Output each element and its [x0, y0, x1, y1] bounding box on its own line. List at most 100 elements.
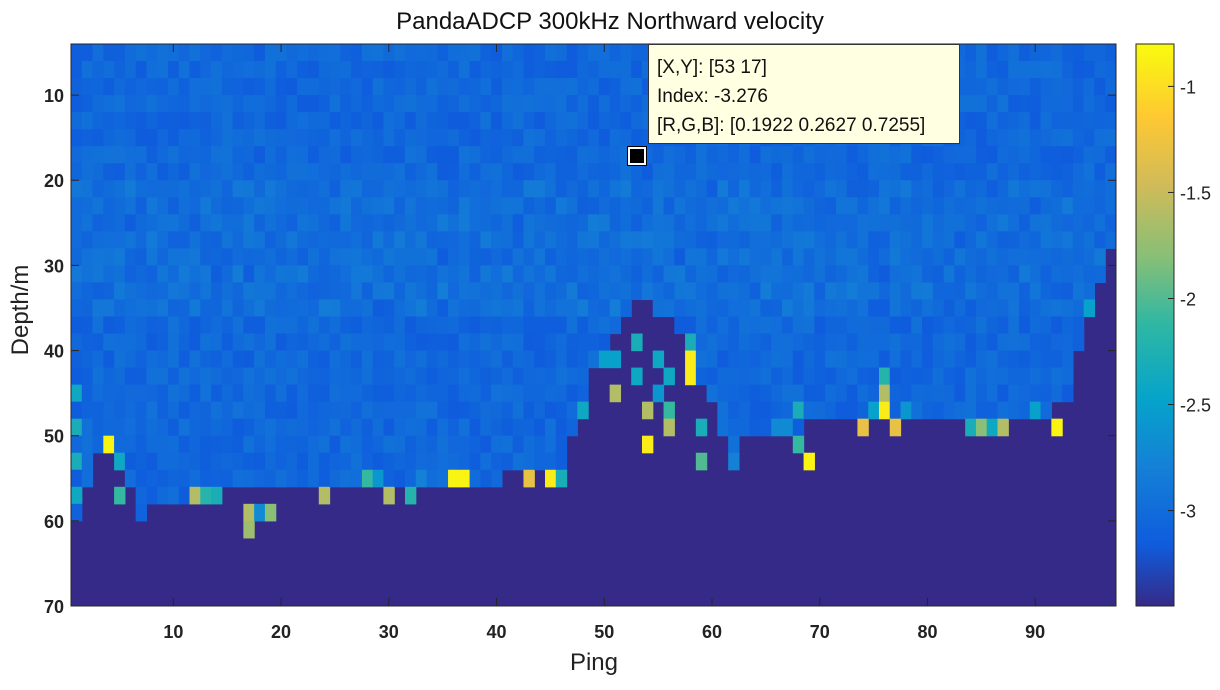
- heatmap-cell: [157, 435, 169, 454]
- heatmap-cell: [965, 129, 977, 147]
- heatmap-cell: [189, 231, 201, 249]
- heatmap-cell: [1019, 197, 1031, 215]
- heatmap-cell: [857, 333, 869, 352]
- heatmap-cell: [738, 350, 751, 369]
- heatmap-cell: [308, 265, 320, 284]
- heatmap-cell: [1105, 231, 1116, 249]
- heatmap-cell: [124, 452, 137, 471]
- heatmap-cell: [178, 469, 191, 488]
- heatmap-cell: [81, 112, 94, 130]
- heatmap-cell: [211, 214, 223, 232]
- heatmap-cell: [803, 316, 815, 335]
- heatmap-cell: [372, 367, 385, 386]
- heatmap-cell: [1040, 129, 1052, 147]
- heatmap-cell: [943, 333, 955, 352]
- heatmap-cell: [1029, 401, 1042, 420]
- heatmap-cell: [609, 44, 622, 62]
- heatmap-cell: [598, 265, 611, 284]
- heatmap-cell: [566, 282, 578, 301]
- heatmap-cell: [685, 265, 697, 284]
- heatmap-cell: [361, 197, 374, 215]
- heatmap-cell: [394, 316, 406, 335]
- heatmap-cell: [846, 401, 859, 420]
- heatmap-cell: [954, 129, 966, 147]
- heatmap-cell: [318, 333, 331, 352]
- heatmap-cell: [135, 231, 148, 249]
- heatmap-cell: [965, 282, 977, 301]
- heatmap-cell: [340, 316, 352, 335]
- heatmap-cell: [986, 146, 999, 164]
- heatmap-cell: [221, 129, 234, 147]
- heatmap-cell: [846, 180, 859, 198]
- heatmap-cell: [501, 180, 514, 198]
- heatmap-cell: [922, 384, 934, 403]
- datatip-box[interactable]: [X,Y]: [53 17] Index: -3.276 [R,G,B]: [0…: [648, 44, 960, 144]
- heatmap-cell: [1094, 112, 1106, 130]
- heatmap-cell: [264, 333, 277, 352]
- datatip-marker[interactable]: [627, 146, 647, 166]
- heatmap-cell: [738, 282, 751, 301]
- heatmap-cell: [71, 435, 83, 454]
- colorbar-tick-label: -1.5: [1180, 183, 1211, 203]
- heatmap-cell: [598, 78, 611, 96]
- heatmap-cell: [232, 350, 244, 369]
- x-tick-label: 60: [702, 622, 722, 642]
- heatmap-cell: [351, 316, 363, 335]
- heatmap-cell: [146, 452, 158, 471]
- heatmap-cell: [146, 350, 158, 369]
- heatmap-cell: [792, 265, 805, 284]
- heatmap-cell: [997, 214, 1009, 232]
- heatmap-cell: [685, 231, 697, 249]
- heatmap-cell: [415, 299, 428, 318]
- heatmap-cell: [555, 214, 568, 232]
- heatmap-cell: [986, 78, 999, 96]
- heatmap-cell: [782, 282, 794, 301]
- heatmap-cell: [878, 333, 891, 352]
- heatmap-cell: [458, 469, 471, 488]
- heatmap-cell: [695, 163, 708, 181]
- heatmap-cell: [243, 95, 255, 113]
- heatmap-cell: [404, 486, 417, 505]
- heatmap-cell: [415, 333, 428, 352]
- heatmap-cell: [211, 129, 223, 147]
- heatmap-cell: [480, 180, 492, 198]
- heatmap-cell: [1040, 95, 1052, 113]
- heatmap-cell: [458, 44, 471, 62]
- heatmap-cell: [588, 333, 600, 352]
- heatmap-cell: [491, 418, 503, 437]
- heatmap-cell: [458, 316, 471, 335]
- heatmap-cell: [1062, 367, 1074, 386]
- heatmap-cell: [932, 180, 945, 198]
- heatmap-cell: [512, 61, 525, 79]
- heatmap-cell: [372, 333, 385, 352]
- heatmap-cell: [448, 231, 460, 249]
- heatmap-cell: [588, 44, 600, 62]
- heatmap-cell: [545, 197, 557, 215]
- heatmap-cell: [954, 61, 966, 79]
- heatmap-cell: [232, 401, 244, 420]
- heatmap-cell: [803, 163, 815, 181]
- heatmap-cell: [81, 180, 94, 198]
- heatmap-cell: [189, 435, 201, 454]
- heatmap-cell: [1029, 367, 1042, 386]
- heatmap-cell: [146, 197, 158, 215]
- heatmap-cell: [868, 248, 880, 266]
- heatmap-cell: [932, 316, 945, 335]
- heatmap-cell: [351, 112, 363, 130]
- heatmap-cell: [480, 248, 492, 266]
- heatmap-cell: [868, 197, 880, 215]
- heatmap-cell: [997, 163, 1009, 181]
- heatmap-cell: [598, 129, 611, 147]
- heatmap-cell: [1062, 384, 1074, 403]
- heatmap-cell: [857, 214, 869, 232]
- heatmap-cell: [114, 418, 126, 437]
- heatmap-cell: [997, 146, 1009, 164]
- heatmap-cell: [792, 367, 805, 386]
- heatmap-cell: [491, 180, 503, 198]
- heatmap-cell: [1029, 231, 1042, 249]
- heatmap-cell: [124, 163, 137, 181]
- heatmap-cell: [383, 129, 395, 147]
- heatmap-cell: [986, 214, 999, 232]
- heatmap-cell: [1062, 129, 1074, 147]
